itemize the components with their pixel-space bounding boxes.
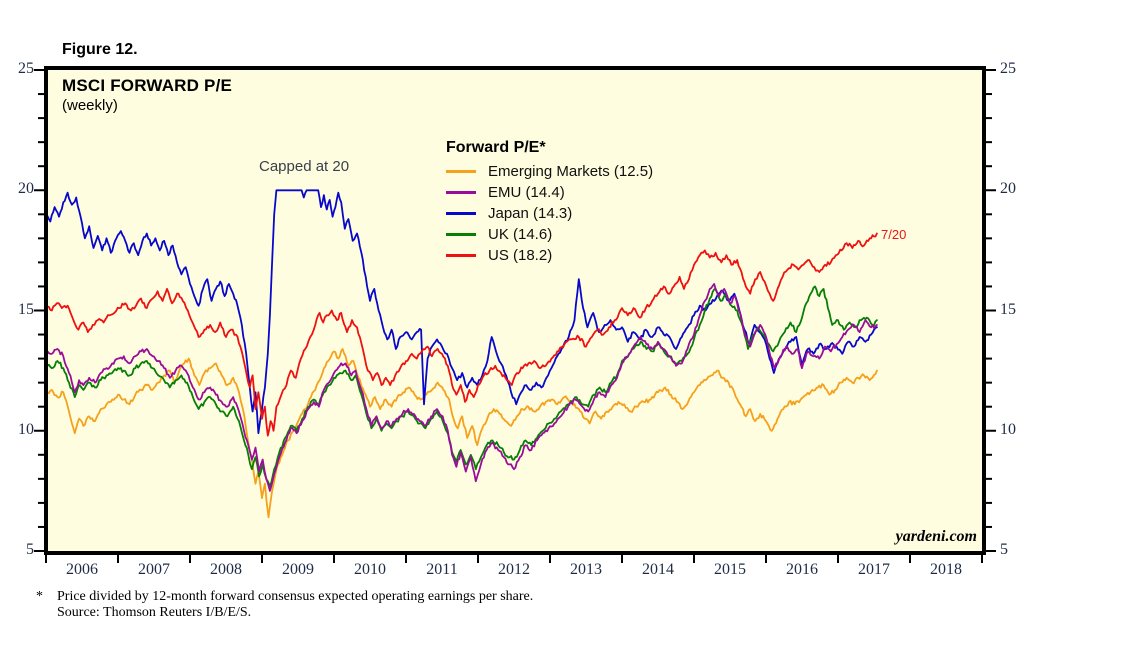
legend-item: UK (14.6) — [446, 224, 653, 245]
chart-title: MSCI FORWARD P/E — [62, 76, 233, 95]
legend-swatch-icon — [446, 254, 476, 257]
y-tick-label-left: 20 — [18, 180, 34, 198]
legend-item-label: Japan (14.3) — [488, 205, 573, 222]
series-line-uk — [48, 285, 878, 487]
series-end-label: 7/20 — [881, 227, 907, 242]
plot-area — [44, 66, 986, 555]
legend-item: US (18.2) — [446, 245, 653, 266]
footnote-marker: * — [36, 589, 43, 604]
series-line-emerging-markets — [48, 348, 878, 519]
x-tick-label: 2015 — [714, 561, 746, 578]
legend-item: Japan (14.3) — [446, 203, 653, 224]
legend-item-label: Emerging Markets (12.5) — [488, 163, 654, 180]
capped-annotation: Capped at 20 — [259, 158, 350, 175]
legend-swatch-icon — [446, 191, 476, 194]
y-tick-label-left: 10 — [18, 420, 34, 438]
x-tick-label: 2007 — [138, 561, 170, 578]
y-tick-label-right: 10 — [1000, 420, 1016, 438]
x-tick-label: 2017 — [858, 561, 890, 578]
x-tick-label: 2008 — [210, 561, 242, 578]
legend-title: Forward P/E* — [446, 139, 546, 156]
legend-item-label: UK (14.6) — [488, 226, 553, 243]
x-tick-label: 2006 — [66, 561, 98, 578]
legend-swatch-icon — [446, 170, 476, 173]
x-tick-label: 2012 — [498, 561, 530, 578]
y-tick-label-right: 25 — [1000, 60, 1016, 77]
figure-label: Figure 12. — [62, 41, 138, 58]
legend-swatch-icon — [446, 233, 476, 236]
legend-item-label: EMU (14.4) — [488, 184, 565, 201]
x-tick-label: 2009 — [282, 561, 314, 578]
chart-subtitle: (weekly) — [62, 97, 118, 114]
x-tick-label: 2013 — [570, 561, 602, 578]
legend-swatch-icon — [446, 212, 476, 215]
y-tick-label-right: 5 — [1000, 541, 1008, 558]
series-line-emu — [48, 283, 878, 492]
y-tick-label-left: 15 — [18, 300, 34, 318]
y-tick-label-right: 20 — [1000, 180, 1016, 198]
legend-item-label: US (18.2) — [488, 247, 553, 264]
x-tick-label: 2010 — [354, 561, 386, 578]
legend-item: Emerging Markets (12.5) — [446, 161, 653, 182]
x-tick-label: 2016 — [786, 561, 818, 578]
footnote-line2: Source: Thomson Reuters I/B/E/S. — [57, 605, 252, 620]
axis-ticks — [34, 69, 996, 563]
x-tick-label: 2011 — [426, 561, 458, 578]
legend-rows: Emerging Markets (12.5) EMU (14.4) Japan (… — [446, 161, 653, 266]
y-tick-label-left: 25 — [18, 60, 34, 77]
footnote-line1: Price divided by 12-month forward consen… — [57, 589, 534, 604]
y-tick-label-left: 5 — [26, 541, 34, 558]
legend-item: EMU (14.4) — [446, 182, 653, 203]
series-lines — [48, 189, 878, 519]
y-tick-label-right: 15 — [1000, 300, 1016, 318]
x-tick-label: 2018 — [930, 561, 962, 578]
x-tick-label: 2014 — [642, 561, 674, 578]
legend: Forward P/E* Emerging Markets (12.5) EMU … — [446, 137, 653, 266]
watermark: yardeni.com — [895, 528, 977, 545]
series-line-us — [48, 232, 878, 437]
